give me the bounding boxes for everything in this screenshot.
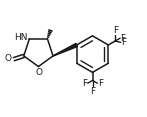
Text: F: F [113, 26, 118, 35]
Text: O: O [36, 68, 43, 77]
Text: HN: HN [14, 33, 28, 42]
Text: F: F [90, 87, 95, 96]
Text: F: F [121, 34, 126, 43]
Text: F: F [121, 38, 126, 47]
Text: F: F [82, 79, 87, 88]
Text: O: O [4, 54, 11, 63]
Text: F: F [98, 79, 103, 88]
Polygon shape [53, 43, 77, 56]
